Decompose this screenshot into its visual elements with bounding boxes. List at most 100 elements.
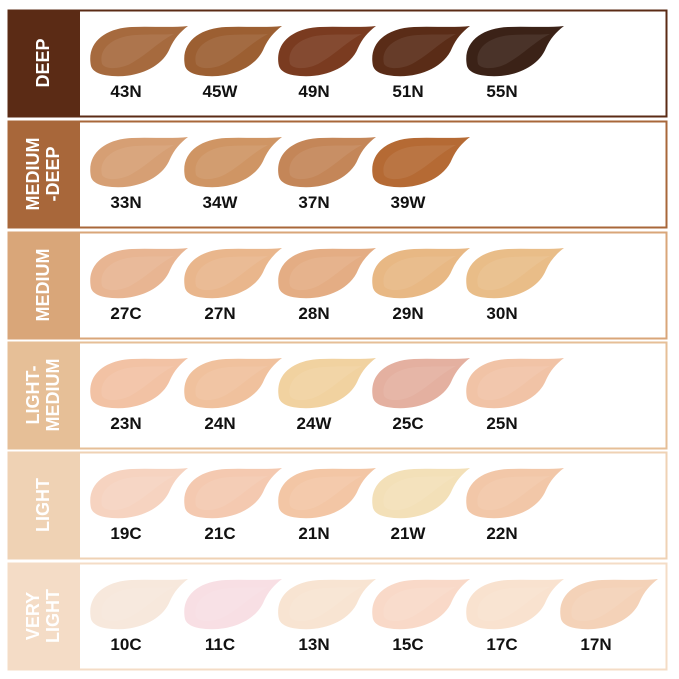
shade-name: 45W xyxy=(203,82,239,101)
shade-name: 43N xyxy=(110,82,141,101)
shade-swatch xyxy=(466,26,564,77)
shade-name: 37N xyxy=(298,193,329,212)
shade-swatch xyxy=(90,358,188,409)
shade-swatch xyxy=(184,358,282,409)
group-label: VERY xyxy=(23,592,43,640)
shade-group: VERY LIGHT 10C 11C 13N 15C 17C 17N xyxy=(7,562,668,671)
swatch-highlight xyxy=(101,476,174,511)
shade-swatch xyxy=(372,358,470,409)
swatch-highlight xyxy=(477,587,550,622)
shade-swatch xyxy=(278,248,376,299)
shade-name: 51N xyxy=(392,82,423,101)
shade-name: 29N xyxy=(392,304,423,323)
shade-swatch xyxy=(184,468,282,519)
swatch-highlight xyxy=(383,34,456,69)
shade-group: LIGHT- MEDIUM 23N 24N 24W 25C 25N xyxy=(7,341,668,450)
shade-name: 21C xyxy=(204,524,235,543)
shade-group: MEDIUM -DEEP 33N 34W 37N 39W xyxy=(7,120,668,229)
group-label: LIGHT- xyxy=(23,366,43,425)
swatch-highlight xyxy=(195,256,268,291)
shade-name: 34W xyxy=(203,193,239,212)
swatch-highlight xyxy=(477,34,550,69)
swatch-highlight xyxy=(101,145,174,180)
group-label: MEDIUM xyxy=(23,138,43,211)
shade-name: 11C xyxy=(205,635,235,654)
shade-group: MEDIUM 27C 27N 28N 29N 30N xyxy=(7,231,668,340)
shade-name: 19C xyxy=(110,524,141,543)
group-label-bg xyxy=(8,342,80,449)
group-label: DEEP xyxy=(33,38,53,87)
shade-group: LIGHT 19C 21C 21N 21W 22N xyxy=(7,451,668,560)
shade-name: 24W xyxy=(297,414,333,433)
shade-swatch xyxy=(466,468,564,519)
group-label: LIGHT xyxy=(43,589,63,643)
group-label-bg xyxy=(8,452,80,559)
swatch-highlight xyxy=(289,34,362,69)
shade-name: 28N xyxy=(298,304,329,323)
swatch-highlight xyxy=(101,34,174,69)
swatch-highlight xyxy=(101,256,174,291)
group-label: MEDIUM xyxy=(33,249,53,322)
shade-name: 17C xyxy=(486,635,517,654)
shade-name: 21N xyxy=(298,524,329,543)
shade-swatch xyxy=(184,579,282,630)
shade-swatch xyxy=(90,468,188,519)
shade-name: 39W xyxy=(391,193,427,212)
swatch-highlight xyxy=(477,476,550,511)
shade-name: 30N xyxy=(486,304,517,323)
swatch-highlight xyxy=(195,34,268,69)
swatch-highlight xyxy=(477,256,550,291)
shade-name: 10C xyxy=(110,635,141,654)
shade-swatch xyxy=(466,248,564,299)
shade-name: 49N xyxy=(298,82,329,101)
shade-swatch xyxy=(466,358,564,409)
swatch-highlight xyxy=(571,587,644,622)
shade-swatch xyxy=(372,26,470,77)
shade-name: 23N xyxy=(110,414,141,433)
swatch-highlight xyxy=(101,587,174,622)
shade-swatch xyxy=(90,26,188,77)
shade-swatch xyxy=(184,137,282,188)
swatch-highlight xyxy=(383,145,456,180)
swatch-highlight xyxy=(101,366,174,401)
shade-swatch xyxy=(560,579,658,630)
swatch-highlight xyxy=(289,587,362,622)
shade-swatch xyxy=(278,358,376,409)
shade-name: 25N xyxy=(486,414,517,433)
shade-name: 24N xyxy=(204,414,235,433)
swatch-highlight xyxy=(383,476,456,511)
shade-name: 15C xyxy=(392,635,423,654)
swatch-highlight xyxy=(195,587,268,622)
shade-swatch xyxy=(90,137,188,188)
group-label-bg xyxy=(8,121,80,228)
group-label: LIGHT xyxy=(33,478,53,532)
group-label: -DEEP xyxy=(43,146,63,201)
shade-name: 27N xyxy=(204,304,235,323)
shade-swatch xyxy=(90,248,188,299)
shade-swatch xyxy=(372,579,470,630)
shade-name: 55N xyxy=(486,82,517,101)
shade-swatch xyxy=(184,26,282,77)
swatch-highlight xyxy=(289,145,362,180)
shade-swatch xyxy=(278,579,376,630)
shade-swatch xyxy=(278,137,376,188)
swatch-highlight xyxy=(289,476,362,511)
shade-name: 13N xyxy=(298,635,329,654)
shade-group: DEEP 43N 45W 49N 51N 55N xyxy=(7,9,668,118)
shade-swatch xyxy=(372,468,470,519)
shade-swatch xyxy=(372,137,470,188)
group-label: MEDIUM xyxy=(43,359,63,432)
shade-name: 33N xyxy=(110,193,141,212)
shade-swatch xyxy=(278,26,376,77)
shade-swatch xyxy=(278,468,376,519)
swatch-highlight xyxy=(383,256,456,291)
shade-swatch xyxy=(184,248,282,299)
swatch-highlight xyxy=(289,366,362,401)
swatch-highlight xyxy=(383,366,456,401)
shade-name: 21W xyxy=(391,524,427,543)
group-label-bg xyxy=(8,563,80,670)
swatch-highlight xyxy=(195,145,268,180)
swatch-highlight xyxy=(477,366,550,401)
shade-swatch xyxy=(90,579,188,630)
